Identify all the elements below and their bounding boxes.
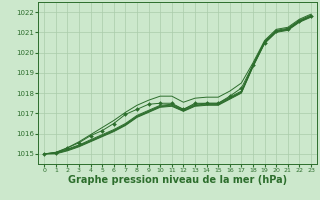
X-axis label: Graphe pression niveau de la mer (hPa): Graphe pression niveau de la mer (hPa)	[68, 175, 287, 185]
